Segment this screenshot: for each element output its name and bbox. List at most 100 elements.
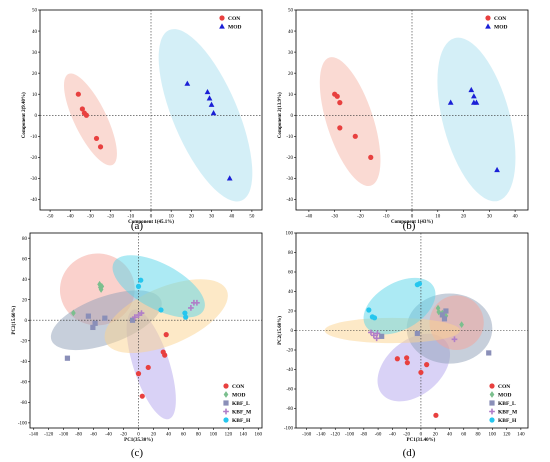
data-point-kbf-l (439, 312, 445, 318)
y-tick-label: 0 (291, 114, 294, 119)
y-axis-title: PC2(15.60%) (12, 306, 17, 335)
x-tick-label: 120 (503, 433, 511, 438)
x-tick-label: 0 (150, 215, 153, 220)
confidence-ellipse-mod (437, 37, 516, 202)
data-point-mod (447, 99, 454, 105)
x-tick-label: 50 (249, 215, 255, 220)
x-tick-label: -10 (383, 215, 390, 220)
x-tick-label: 30 (487, 215, 493, 220)
y-tick-label: 60 (22, 257, 28, 262)
x-tick-label: -40 (306, 215, 313, 220)
x-tick-label: 20 (151, 433, 157, 438)
y-tick-label: -40 (30, 198, 37, 203)
x-tick-label: -100 (59, 433, 69, 438)
y-axis-title: Component 2(13.9%) (278, 92, 283, 138)
x-tick-label: 160 (255, 433, 263, 438)
y-tick-label: 40 (22, 278, 28, 283)
data-point-kbf-m (451, 336, 458, 343)
data-point-con (424, 362, 430, 368)
x-tick-label: -20 (107, 215, 114, 220)
y-tick-label: -60 (286, 388, 293, 393)
y-tick-label: 0 (291, 329, 294, 334)
data-point-kbf-m (194, 299, 200, 306)
data-point-kbf-l (102, 315, 108, 321)
x-tick-label: -160 (302, 433, 312, 438)
y-tick-label: 10 (32, 93, 38, 98)
panel-a-label: (a) (131, 220, 144, 232)
x-tick-label: 20 (433, 433, 439, 438)
x-tick-label: -20 (120, 433, 127, 438)
x-tick-label: -140 (316, 433, 326, 438)
legend-label: KBF_L (232, 401, 250, 407)
panel-c-label: (c) (131, 447, 144, 459)
data-point-kbf-h (371, 315, 378, 321)
data-point-kbf-h (183, 314, 189, 320)
x-axis-title: PC1(35.30%) (124, 438, 153, 443)
x-tick-label: 20 (189, 215, 195, 220)
data-point-con (139, 393, 145, 399)
data-point-mod (473, 99, 480, 105)
data-point-kbf-l (64, 355, 71, 361)
legend-label: KBF_L (498, 401, 516, 407)
data-point-kbf-h (158, 307, 164, 313)
data-point-kbf-m (370, 332, 377, 339)
confidence-ellipse-con (63, 73, 117, 166)
data-point-kbf-l (486, 350, 492, 356)
x-tick-label: -40 (105, 433, 112, 438)
y-tick-label: -20 (286, 349, 293, 354)
legend-label: KBF_H (498, 418, 517, 424)
x-tick-label: 30 (209, 215, 215, 220)
data-point-con (352, 133, 358, 139)
x-tick-label: 10 (435, 215, 441, 220)
x-tick-label: -30 (87, 215, 94, 220)
data-point-con (162, 352, 168, 358)
y-tick-label: -100 (284, 427, 294, 432)
y-tick-label: -100 (18, 422, 28, 427)
data-point-con (79, 106, 85, 112)
x-tick-label: -40 (389, 433, 396, 438)
y-tick-label: -40 (286, 198, 293, 203)
legend-marker-con (219, 15, 225, 21)
data-point-mod (206, 95, 213, 101)
x-tick-label: 20 (461, 215, 467, 220)
data-point-mod (459, 321, 464, 329)
y-tick-label: -80 (286, 407, 293, 412)
data-point-con (97, 144, 104, 150)
panel-c-scatter-plot: -140 -120 -100 -80 -60 -40 -20 0 20 40 60 80 100 120 1… (12, 232, 263, 443)
confidence-ellipse-kbf-h (112, 255, 205, 318)
data-point-mod (71, 309, 76, 317)
legend-marker-mod (485, 23, 491, 29)
data-point-kbf-m (135, 312, 142, 318)
data-point-con (75, 91, 81, 97)
legend-label: MOD (498, 393, 511, 399)
data-point-kbf-l (379, 333, 385, 339)
x-tick-label: 40 (229, 215, 235, 220)
x-tick-label: 140 (240, 433, 248, 438)
x-tick-label: -60 (375, 433, 382, 438)
y-tick-label: 60 (288, 271, 294, 276)
x-tick-label: -120 (44, 433, 54, 438)
y-tick-label: 80 (288, 251, 294, 256)
legend-label: MOD (228, 25, 241, 31)
data-point-mod (210, 110, 217, 116)
data-point-con (83, 112, 90, 118)
legend-marker-mod (219, 23, 225, 29)
data-point-kbf-h (182, 310, 188, 316)
legend-label: CON (228, 16, 240, 22)
data-point-kbf-l (441, 316, 448, 322)
data-point-con (163, 332, 169, 338)
data-point-kbf-m (188, 305, 194, 311)
data-point-mod (471, 93, 477, 99)
data-point-mod (184, 80, 191, 86)
panel-a-scatter-plot: -50 -40 -30 -20 -10 0 10 20 30 40 50 -40 -30 -20 -10 0 1… (22, 9, 263, 225)
y-tick-label: 20 (288, 310, 294, 315)
x-tick-label: -40 (67, 215, 74, 220)
y-tick-label: -40 (286, 368, 293, 373)
x-tick-label: -60 (90, 433, 97, 438)
legend-label: CON (498, 384, 510, 390)
x-tick-label: 80 (476, 433, 482, 438)
data-point-mod (468, 86, 475, 93)
legend-marker-mod (223, 391, 229, 398)
legend-marker-con (485, 15, 491, 21)
